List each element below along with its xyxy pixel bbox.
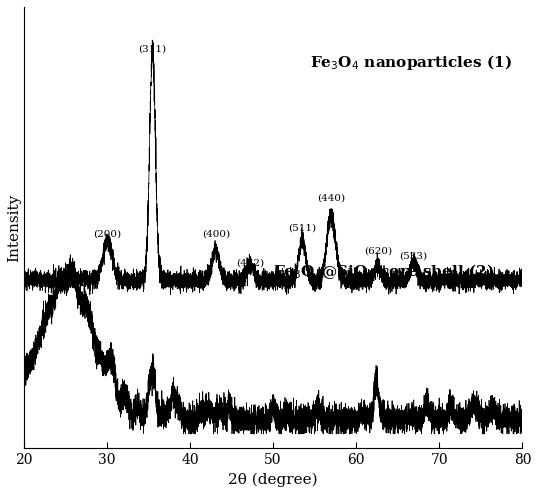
Text: (440): (440)	[317, 194, 345, 203]
Text: (422): (422)	[236, 259, 264, 268]
Text: (533): (533)	[399, 252, 427, 261]
Text: (200): (200)	[94, 229, 122, 238]
Text: (511): (511)	[288, 223, 316, 232]
Text: Fe$_3$O$_4$@SiO$_2$ core shell (2): Fe$_3$O$_4$@SiO$_2$ core shell (2)	[273, 262, 494, 281]
Text: (400): (400)	[202, 230, 230, 239]
Text: (311): (311)	[139, 44, 167, 53]
Text: Fe$_3$O$_4$ nanoparticles (1): Fe$_3$O$_4$ nanoparticles (1)	[310, 52, 512, 72]
X-axis label: 2θ (degree): 2θ (degree)	[228, 473, 318, 487]
Y-axis label: Intensity: Intensity	[7, 194, 21, 262]
Text: (620): (620)	[364, 247, 392, 256]
